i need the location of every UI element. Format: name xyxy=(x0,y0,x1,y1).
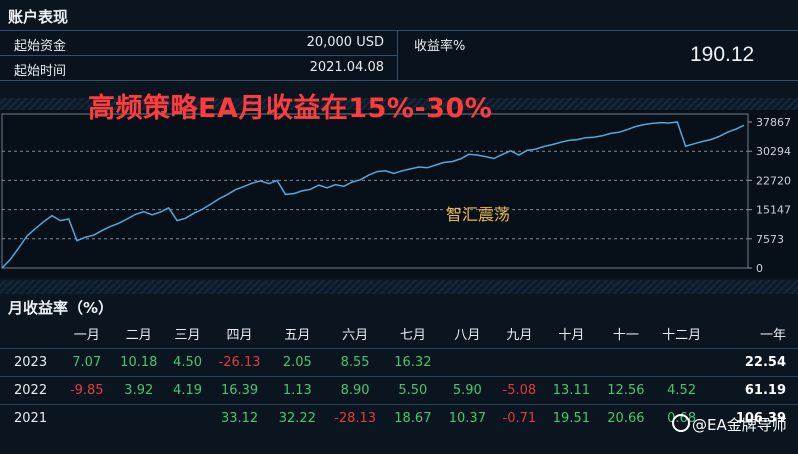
y-tick-label: 0 xyxy=(756,262,763,275)
month-return-cell: 7.07 xyxy=(62,348,112,377)
header-cell: 八月 xyxy=(454,327,481,343)
start-capital-value: 20,000 USD xyxy=(306,35,384,50)
header-cell: 十月 xyxy=(558,327,585,343)
header-cell: 十二月 xyxy=(662,327,702,343)
header-cell: 九月 xyxy=(506,327,533,343)
header-cell: 一年 xyxy=(759,327,786,343)
month-return-cell: 8.90 xyxy=(324,376,386,405)
year-total-cell: 61.19 xyxy=(710,376,798,405)
year-cell: 2023 xyxy=(0,348,62,377)
year-total-cell: 106.39 xyxy=(710,404,798,432)
decorative-stripe xyxy=(0,280,798,294)
month-return-cell xyxy=(440,348,495,377)
header-cell: 七月 xyxy=(399,327,426,343)
divider xyxy=(0,30,798,31)
return-label: 收益率% xyxy=(414,39,466,54)
month-return-cell: 5.50 xyxy=(385,376,441,405)
month-return-cell xyxy=(598,348,654,377)
month-return-cell: -26.13 xyxy=(209,348,271,377)
table-row: 2021 33.12 32.22 -28.13 18.67 10.37 -0.71 19.51… xyxy=(0,404,798,432)
month-return-cell: 16.39 xyxy=(209,376,271,405)
month-return-cell: 32.22 xyxy=(270,404,325,432)
y-tick-label: 15147 xyxy=(756,204,791,217)
month-return-cell xyxy=(166,404,210,432)
month-return-cell: 10.18 xyxy=(111,348,167,377)
month-return-cell xyxy=(544,348,599,377)
start-capital-label: 起始资金 xyxy=(14,39,67,54)
month-return-cell: 19.51 xyxy=(544,404,599,432)
y-tick-label: 22720 xyxy=(756,174,791,187)
y-tick-label: 30294 xyxy=(756,145,791,158)
footer-watermark-text: @EA金牌导师 xyxy=(692,416,787,434)
month-return-cell xyxy=(653,348,711,377)
month-return-cell: 16.32 xyxy=(385,348,441,377)
month-return-cell: 4.19 xyxy=(166,376,210,405)
month-return-cell: 20.66 xyxy=(598,404,654,432)
divider xyxy=(0,80,798,81)
divider xyxy=(397,30,398,80)
table-row: 2023 7.07 10.18 4.50 -26.13 2.05 8.55 16.32 22.5… xyxy=(0,348,798,377)
headline-text: 高频策略EA月收益在15%-30% xyxy=(88,93,493,124)
return-value: 190.12 xyxy=(690,43,755,66)
table-row: 2022 -9.85 3.92 4.19 16.39 1.13 8.90 5.50 5.90 -5… xyxy=(0,376,798,405)
month-return-cell xyxy=(62,404,112,432)
month-return-cell: 18.67 xyxy=(385,404,441,432)
y-tick-label: 7573 xyxy=(756,233,784,246)
weibo-icon xyxy=(672,414,690,432)
start-time-value: 2021.04.08 xyxy=(309,60,384,75)
month-return-cell: 5.90 xyxy=(440,376,495,405)
month-return-cell: 2.05 xyxy=(270,348,325,377)
header-cell: 一月 xyxy=(73,327,100,343)
month-return-cell: 4.52 xyxy=(653,376,711,405)
decorative-stripe xyxy=(0,98,798,112)
month-return-cell: 8.55 xyxy=(324,348,386,377)
y-tick-label: 37867 xyxy=(756,116,791,129)
month-return-cell: 10.37 xyxy=(440,404,495,432)
month-return-cell: 13.11 xyxy=(544,376,599,405)
month-return-cell xyxy=(111,404,167,432)
monthly-returns-table: 一月 二月 三月 四月 五月 六月 七月 八月 九月 十月 十一 十二月 一年 … xyxy=(0,318,798,432)
month-return-cell: -5.08 xyxy=(494,376,545,405)
header-cell xyxy=(0,318,62,349)
month-return-cell: 12.56 xyxy=(598,376,654,405)
header-cell: 六月 xyxy=(342,327,369,343)
header-cell: 四月 xyxy=(226,327,253,343)
year-cell: 2022 xyxy=(0,376,62,405)
equity-chart: 37867 30294 22720 15147 7573 0 xyxy=(1,113,791,275)
month-return-cell: 1.13 xyxy=(270,376,325,405)
month-return-cell: 33.12 xyxy=(209,404,271,432)
month-return-cell xyxy=(494,348,545,377)
header-cell: 五月 xyxy=(284,327,311,343)
header-cell: 十一 xyxy=(612,327,639,343)
month-return-cell: 3.92 xyxy=(111,376,167,405)
equity-chart-panel xyxy=(0,110,798,278)
year-total-cell: 22.54 xyxy=(710,348,798,377)
year-cell: 2021 xyxy=(0,404,62,432)
start-time-label: 起始时间 xyxy=(14,64,67,79)
month-return-cell: 4.50 xyxy=(166,348,210,377)
header-cell: 二月 xyxy=(125,327,152,343)
header-cell: 三月 xyxy=(174,327,201,343)
equity-curve-line xyxy=(1,121,745,269)
divider xyxy=(0,55,398,56)
table-header-row: 一月 二月 三月 四月 五月 六月 七月 八月 九月 十月 十一 十二月 一年 xyxy=(0,318,798,349)
chart-frame xyxy=(1,113,749,269)
month-return-cell: -0.71 xyxy=(494,404,545,432)
footer-watermark: @EA金牌导师 xyxy=(672,414,787,435)
month-return-cell: -9.85 xyxy=(62,376,112,405)
monthly-section-title: 月收益率（%） xyxy=(8,299,114,317)
watermark-text: 智汇震荡 xyxy=(446,205,511,224)
account-section-title: 账户表现 xyxy=(8,8,69,26)
month-return-cell: -28.13 xyxy=(324,404,386,432)
